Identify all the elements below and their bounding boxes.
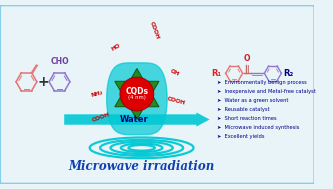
Text: CHO: CHO (50, 57, 69, 66)
Text: R₁: R₁ (211, 69, 221, 78)
Text: ➤  Inexpensive and Metal-free catalyst: ➤ Inexpensive and Metal-free catalyst (217, 89, 316, 94)
Text: HO: HO (111, 42, 122, 51)
FancyArrow shape (64, 112, 209, 127)
Text: O: O (244, 54, 251, 63)
Text: COOH: COOH (148, 21, 160, 40)
Text: CQDs: CQDs (126, 87, 149, 96)
Text: +: + (38, 75, 49, 89)
Text: ➤  Water as a green solvent: ➤ Water as a green solvent (217, 98, 288, 103)
Text: NH₂: NH₂ (91, 90, 104, 98)
Polygon shape (107, 63, 167, 135)
Text: ➤  Reusable catalyst: ➤ Reusable catalyst (217, 107, 270, 112)
Text: R₂: R₂ (283, 69, 293, 78)
Text: COOH: COOH (91, 112, 111, 123)
FancyBboxPatch shape (0, 5, 314, 184)
Text: (4 nm): (4 nm) (128, 95, 146, 100)
Text: Microwave irradiation: Microwave irradiation (69, 160, 215, 173)
Text: ➤  Excellent yields: ➤ Excellent yields (217, 134, 265, 139)
Text: OH: OH (169, 68, 180, 77)
Circle shape (120, 77, 154, 111)
Text: ➤  Environmentally benign process: ➤ Environmentally benign process (217, 80, 307, 85)
Text: ➤  Short reaction times: ➤ Short reaction times (217, 116, 277, 121)
Text: COOH: COOH (167, 96, 186, 105)
Polygon shape (115, 81, 159, 119)
Polygon shape (115, 69, 159, 107)
Text: Water: Water (120, 115, 149, 124)
Text: ➤  Microwave induced synthesis: ➤ Microwave induced synthesis (217, 125, 299, 130)
